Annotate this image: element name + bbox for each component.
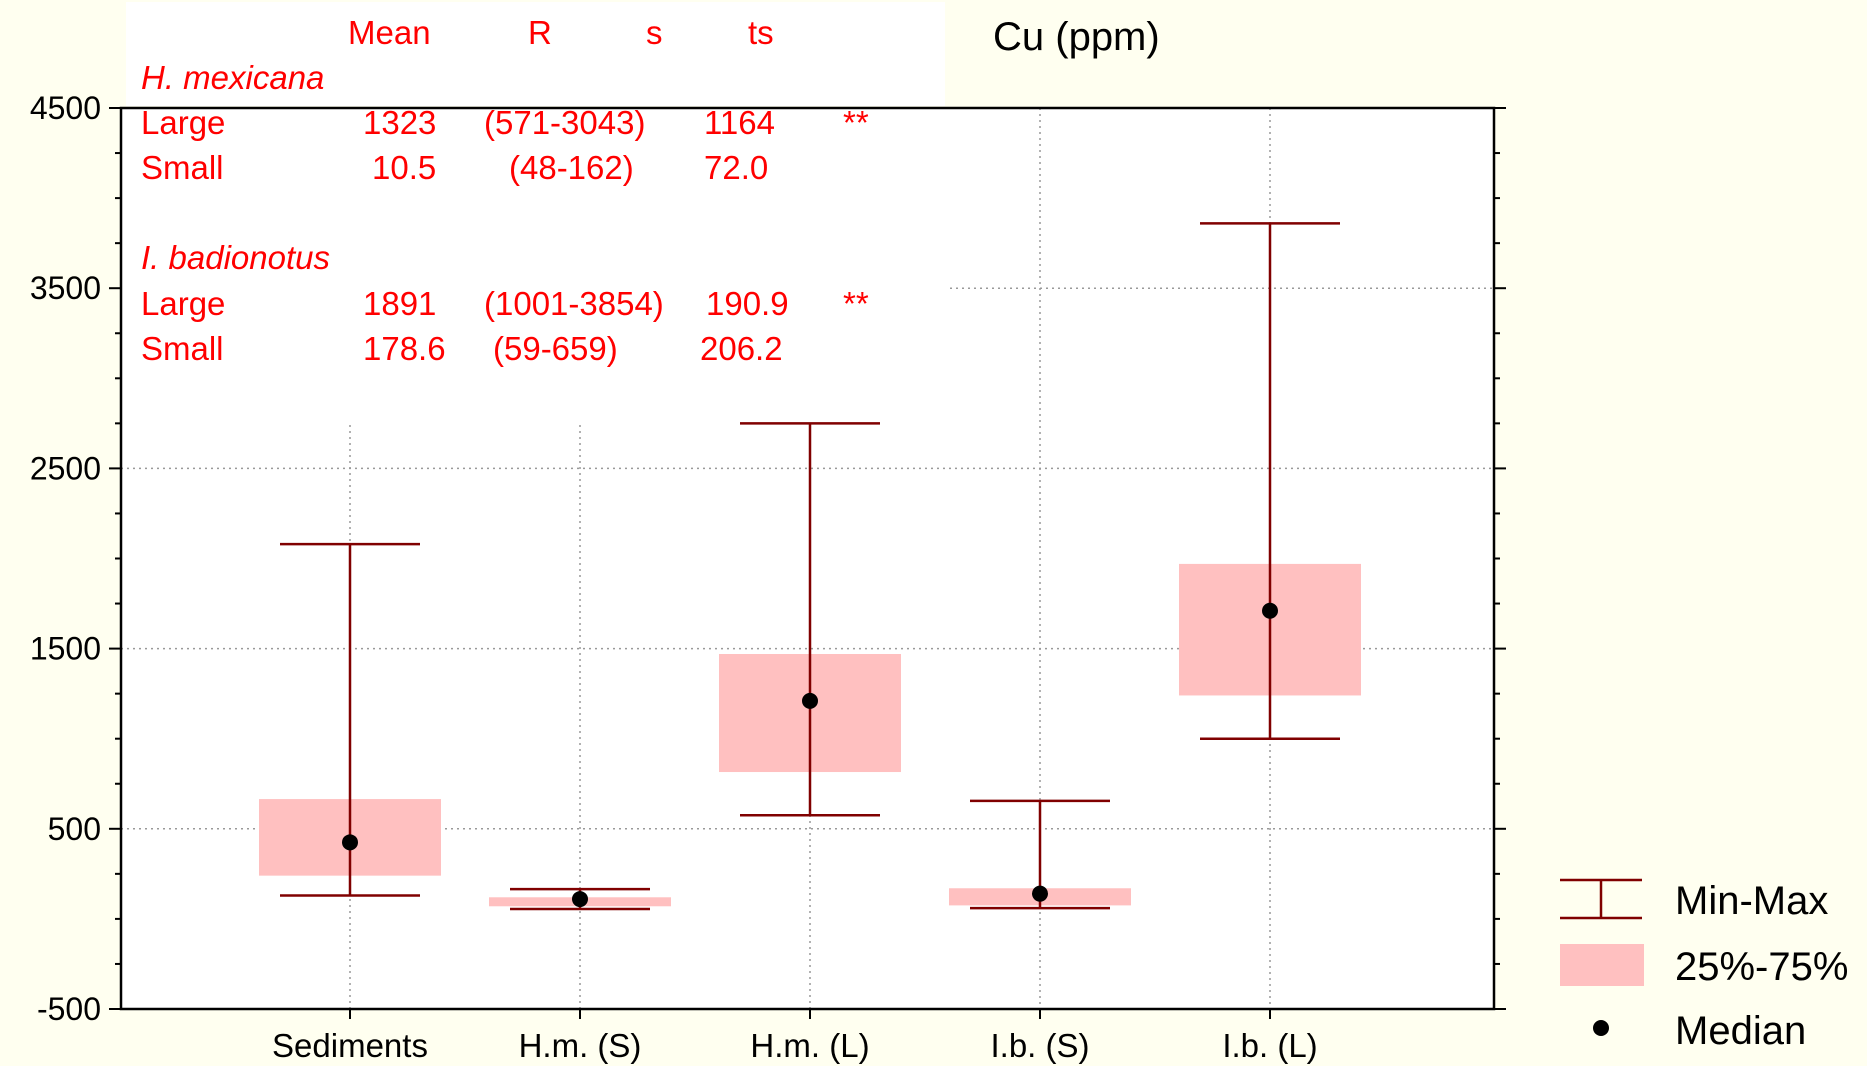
stats-row-size: Large: [141, 104, 225, 141]
stats-row-size: Small: [141, 149, 224, 186]
legend: Min-Max 25%-75% Median: [1560, 878, 1848, 1053]
box-group: [259, 542, 441, 897]
stats-row-range: (48-162): [509, 149, 634, 186]
y-tick-label: 4500: [30, 90, 101, 126]
boxes-group: [259, 222, 1361, 911]
stats-row-s: 190.9: [706, 285, 789, 322]
x-tick-label: I.b. (S): [990, 1027, 1089, 1064]
stats-panel-background: [126, 2, 945, 106]
median-point: [802, 692, 818, 709]
species-label-h-mexicana: H. mexicana: [141, 59, 324, 96]
stats-row-mean: 178.6: [363, 330, 446, 367]
species-label-i-badionotus: I. badionotus: [141, 239, 330, 276]
x-tick-label: H.m. (S): [519, 1027, 642, 1064]
stats-row-s: 206.2: [700, 330, 783, 367]
stats-row-range: (59-659): [493, 330, 618, 367]
median-point: [1032, 885, 1048, 902]
x-tick-label: I.b. (L): [1222, 1027, 1317, 1064]
chart-title: Cu (ppm): [993, 15, 1160, 59]
stats-row-mean: 1891: [363, 285, 436, 322]
box-group: [489, 887, 671, 911]
y-tick-label: 500: [48, 811, 101, 847]
plot-area: 4500 3500 2500 1500 500 -500 Sediments H.m. (S…: [30, 90, 1506, 1064]
stats-row-size: Small: [141, 330, 224, 367]
stats-row-range: (1001-3854): [484, 285, 664, 322]
legend-label-median: Median: [1675, 1009, 1806, 1053]
stats-header-mean: Mean: [348, 14, 431, 51]
x-tick-label: Sediments: [272, 1027, 428, 1064]
stats-row-mean: 1323: [363, 104, 436, 141]
x-tick-label: H.m. (L): [750, 1027, 869, 1064]
y-tick-label: 3500: [30, 270, 101, 306]
stats-header-r: R: [528, 14, 552, 51]
box-group: [1179, 222, 1361, 740]
y-tick-label: 2500: [30, 450, 101, 486]
box-group: [949, 799, 1131, 910]
stats-row-size: Large: [141, 285, 225, 322]
y-tick-label: 1500: [30, 631, 101, 667]
stats-row-s: 1164: [704, 104, 775, 141]
median-point: [342, 834, 358, 851]
stats-header-ts: ts: [748, 14, 774, 51]
stats-row-significance: **: [843, 104, 869, 141]
stats-row-s: 72.0: [704, 149, 768, 186]
x-axis-ticks: Sediments H.m. (S) H.m. (L) I.b. (S) I.b. (L…: [272, 1009, 1318, 1064]
legend-median-swatch: [1593, 1020, 1609, 1036]
stats-row-mean: 10.5: [372, 149, 436, 186]
stats-header-s: s: [646, 14, 663, 51]
median-point: [1262, 602, 1278, 619]
legend-label-min-max: Min-Max: [1675, 879, 1828, 923]
y-axis-ticks: 4500 3500 2500 1500 500 -500: [30, 90, 1506, 1027]
stats-panel: Mean R s ts H. mexicana Large 1323 (571-…: [126, 2, 945, 367]
stats-row-range: (571-3043): [484, 104, 645, 141]
stats-row-significance: **: [843, 285, 869, 322]
median-point: [572, 891, 588, 908]
legend-whisker-swatch: [1560, 878, 1642, 920]
y-tick-label: -500: [37, 991, 101, 1027]
legend-box-swatch: [1560, 944, 1644, 986]
box-group: [719, 422, 901, 817]
legend-label-quartiles: 25%-75%: [1675, 945, 1848, 989]
